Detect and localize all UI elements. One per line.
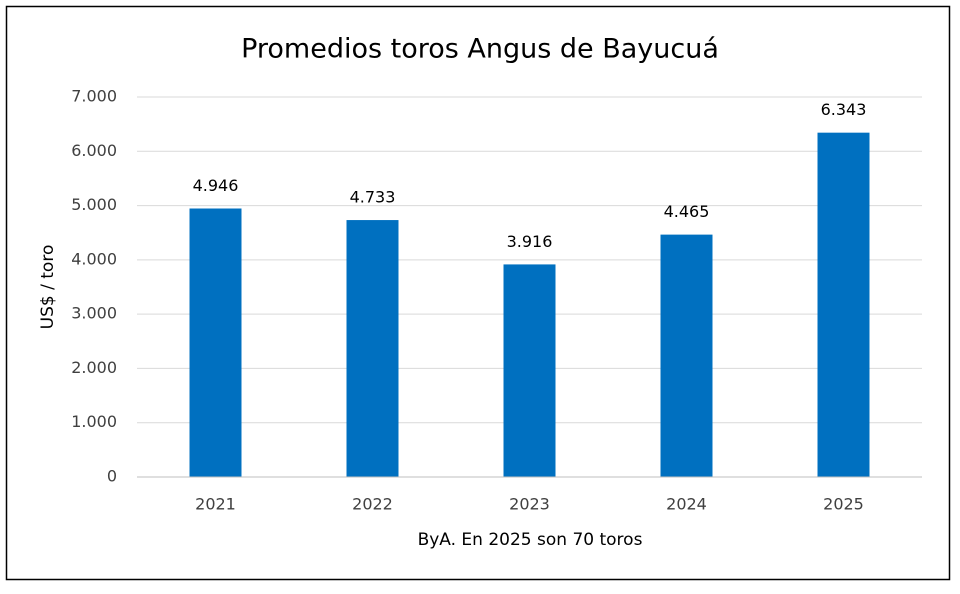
x-tick-label: 2021 bbox=[195, 495, 236, 514]
data-label: 6.343 bbox=[821, 100, 867, 119]
x-tick-label: 2024 bbox=[666, 495, 707, 514]
bar bbox=[503, 264, 556, 477]
bar bbox=[346, 220, 399, 477]
x-tick-label: 2025 bbox=[823, 495, 864, 514]
bar bbox=[817, 132, 870, 477]
chart-title: Promedios toros Angus de Bayucuá bbox=[241, 34, 719, 65]
data-label: 4.733 bbox=[350, 188, 396, 207]
x-tick-label: 2022 bbox=[352, 495, 393, 514]
y-tick-label: 1.000 bbox=[71, 412, 117, 431]
data-label: 4.465 bbox=[664, 202, 710, 221]
bar bbox=[189, 208, 242, 477]
x-axis-title: ByA. En 2025 son 70 toros bbox=[418, 530, 643, 550]
data-label: 4.946 bbox=[193, 176, 239, 195]
y-tick-label: 6.000 bbox=[71, 141, 117, 160]
y-axis-title: US$ / toro bbox=[38, 245, 58, 330]
data-label: 3.916 bbox=[507, 232, 553, 251]
y-tick-label: 3.000 bbox=[71, 304, 117, 323]
y-tick-label: 5.000 bbox=[71, 195, 117, 214]
y-tick-label: 7.000 bbox=[71, 87, 117, 106]
chart-frame bbox=[5, 5, 951, 581]
y-tick-label: 4.000 bbox=[71, 249, 117, 268]
x-tick-label: 2023 bbox=[509, 495, 550, 514]
y-tick-label: 0 bbox=[107, 467, 117, 486]
bar bbox=[660, 234, 713, 477]
y-tick-label: 2.000 bbox=[71, 358, 117, 377]
